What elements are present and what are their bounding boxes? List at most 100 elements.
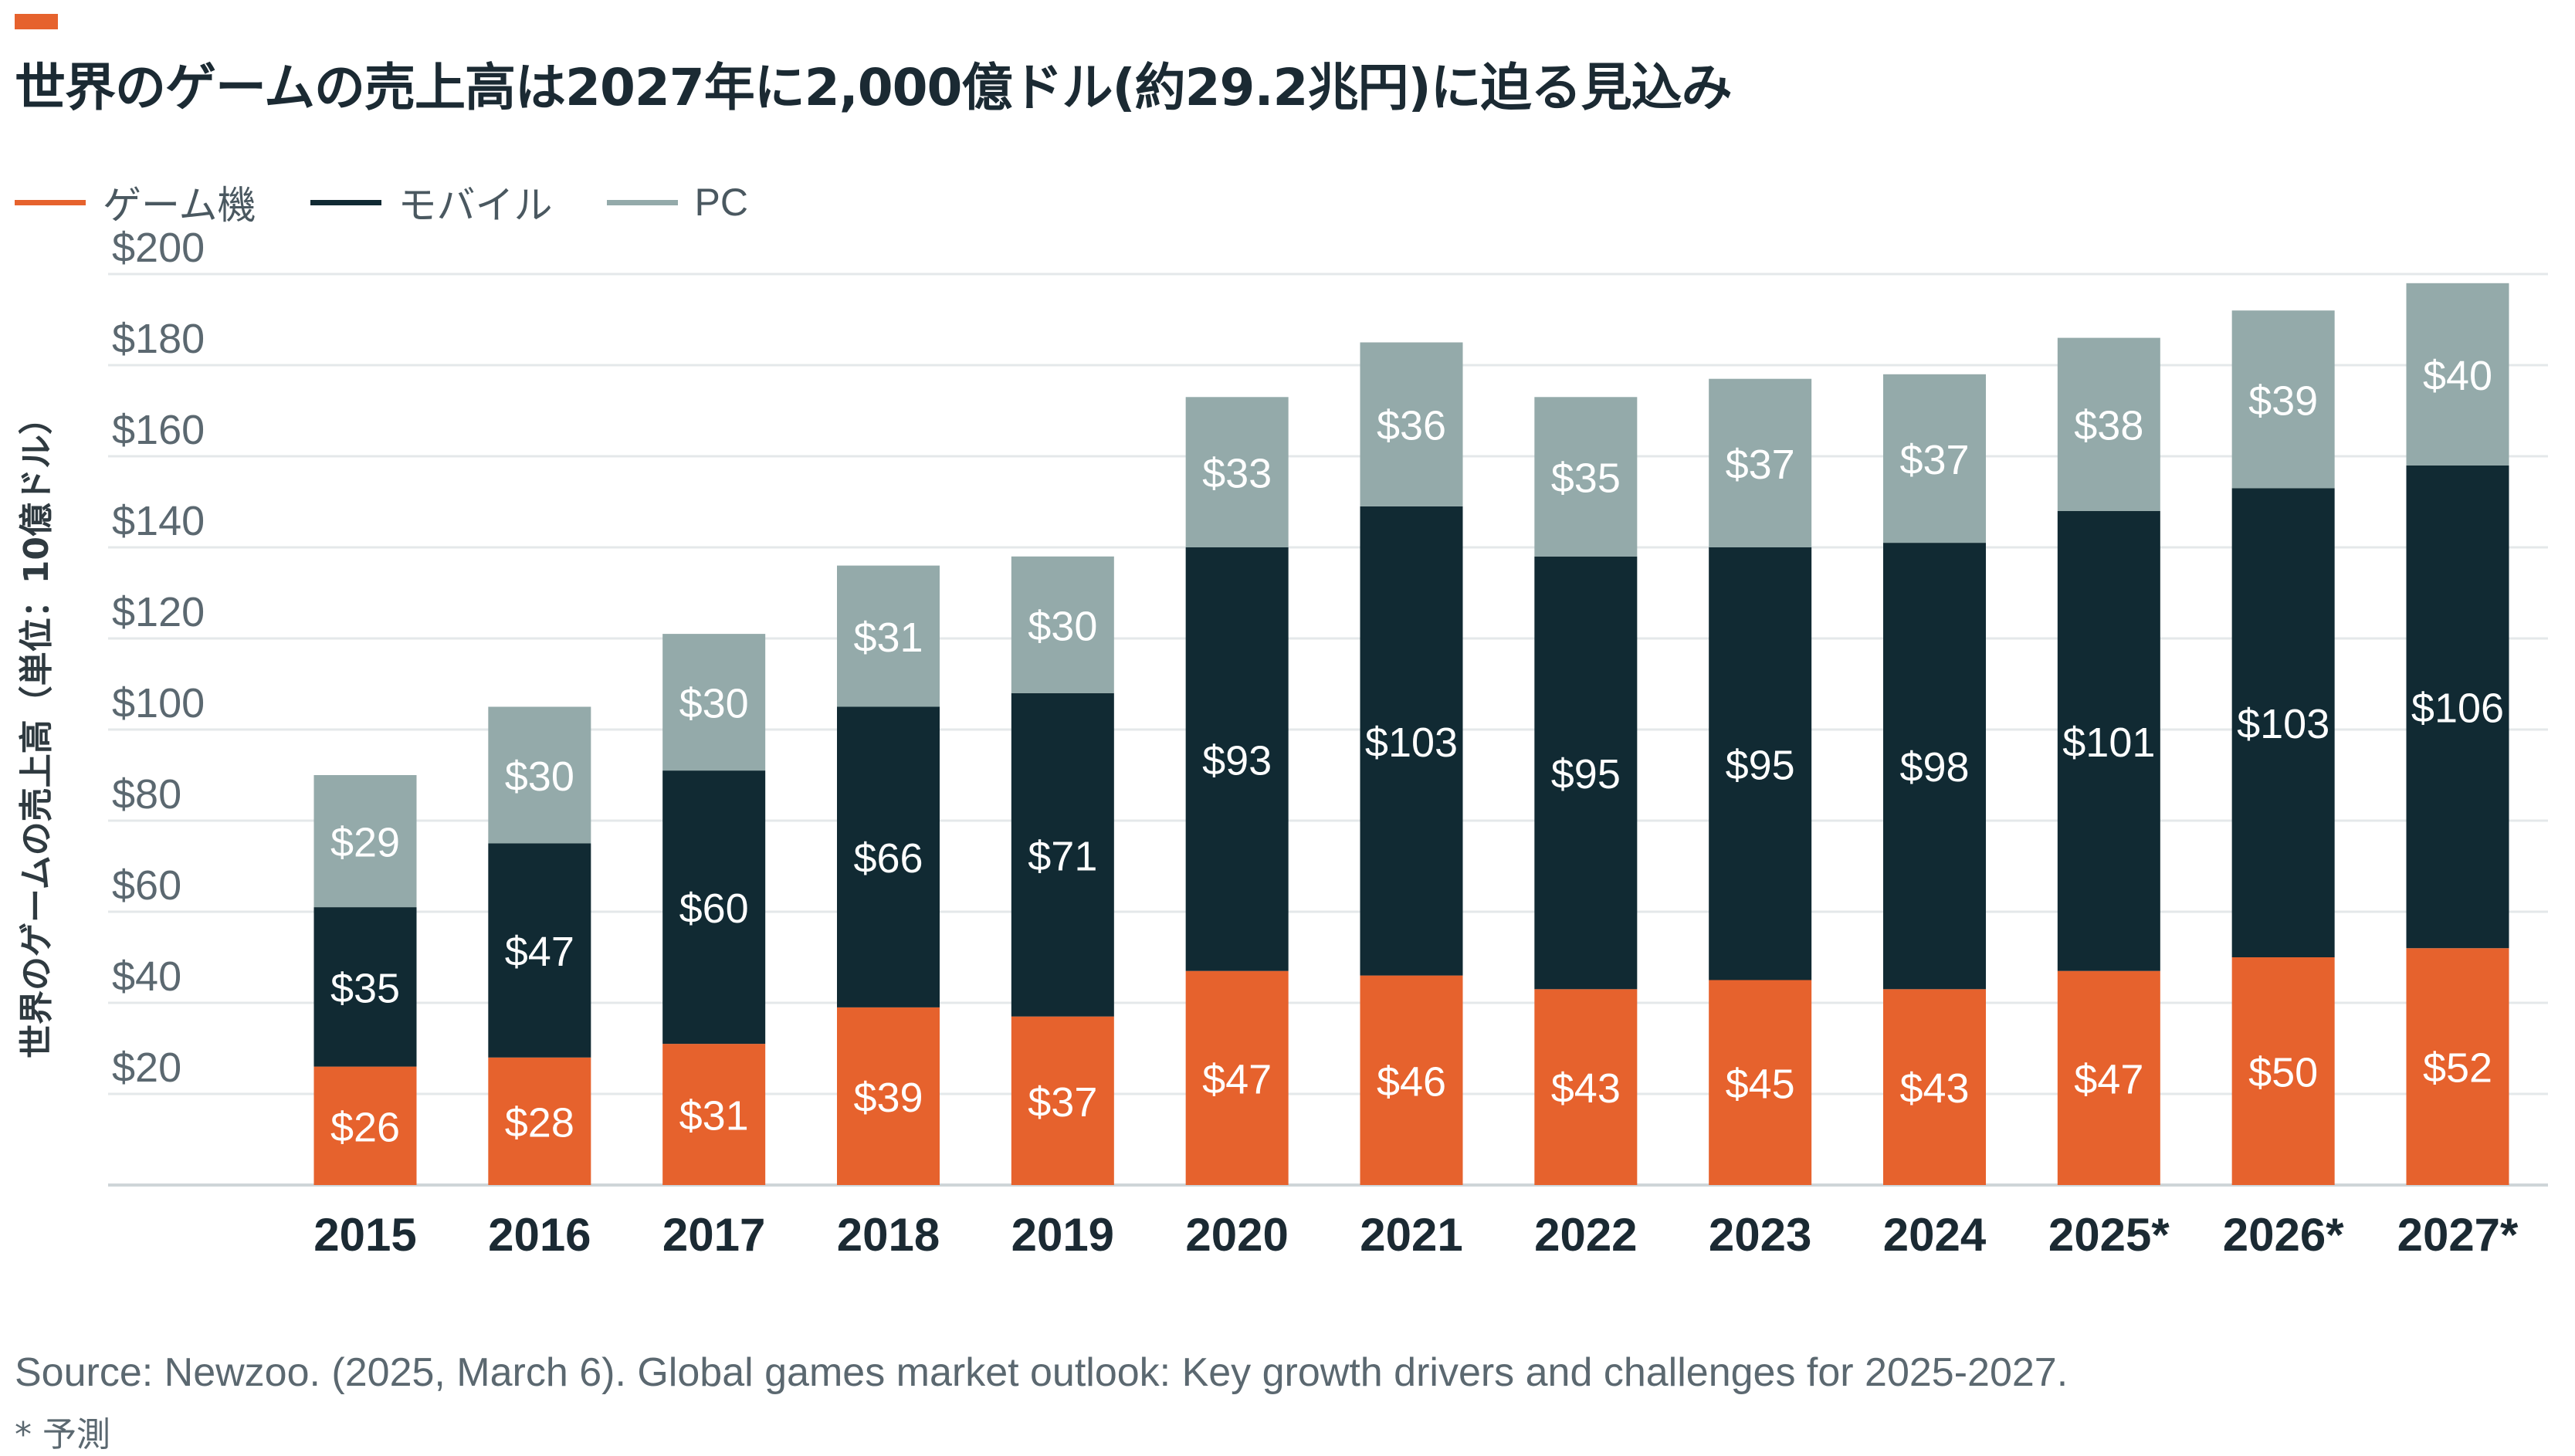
data-label: $43 bbox=[1551, 1065, 1621, 1112]
data-label: $37 bbox=[1726, 442, 1795, 488]
data-label: $28 bbox=[505, 1099, 574, 1146]
y-tick-label: $40 bbox=[112, 953, 181, 1000]
data-label: $35 bbox=[330, 965, 400, 1011]
legend-label-mobile: モバイル bbox=[398, 184, 553, 227]
bar-segment bbox=[2057, 970, 2160, 1185]
bar-segment bbox=[1709, 980, 1812, 1185]
x-tick-label: 2022 bbox=[1534, 1209, 1637, 1261]
x-tick-label: 2025* bbox=[2048, 1209, 2170, 1261]
data-label: $37 bbox=[1028, 1079, 1097, 1126]
data-label: $36 bbox=[1377, 403, 1446, 449]
bar-segment bbox=[1883, 374, 1986, 543]
legend-item-mobile: モバイル bbox=[310, 174, 553, 230]
bar-segment bbox=[1883, 543, 1986, 990]
x-tick-label: 2020 bbox=[1185, 1209, 1288, 1261]
bar-segment bbox=[1360, 975, 1463, 1185]
data-label: $60 bbox=[679, 885, 749, 932]
bar-segment bbox=[2406, 948, 2509, 1185]
bar-segment bbox=[1011, 556, 1114, 693]
bar-segment bbox=[1534, 397, 1638, 557]
data-label: $40 bbox=[2423, 353, 2492, 399]
data-label: $93 bbox=[1202, 737, 1272, 784]
y-tick-label: $160 bbox=[112, 407, 205, 453]
bar-segment bbox=[2231, 310, 2335, 489]
y-tick-label: $180 bbox=[112, 316, 205, 362]
bar-segment bbox=[1185, 970, 1289, 1185]
data-label: $106 bbox=[2411, 686, 2504, 732]
data-label: $103 bbox=[2237, 701, 2329, 747]
bar-segment bbox=[1360, 342, 1463, 506]
legend-label-pc: PC bbox=[694, 181, 748, 224]
chart-title: 世界のゲームの売上高は2027年に2,000億ドル(約29.2兆円)に迫る見込み bbox=[15, 58, 1733, 117]
bar-segment bbox=[2406, 283, 2509, 466]
x-tick-label: 2021 bbox=[1360, 1209, 1462, 1261]
legend-swatch-mobile bbox=[310, 199, 381, 205]
bar-segment bbox=[1709, 547, 1812, 980]
x-tick-label: 2015 bbox=[313, 1209, 416, 1261]
bar-segment bbox=[488, 706, 591, 844]
data-label: $37 bbox=[1899, 437, 1969, 483]
data-label: $30 bbox=[505, 753, 574, 800]
data-label: $31 bbox=[853, 615, 923, 661]
data-label: $39 bbox=[853, 1075, 923, 1121]
data-label: $95 bbox=[1726, 742, 1795, 788]
stacked-bar-chart: $20 $40 $60 $80 $100 $120 $140 $160 $180 $200 世界のゲ… bbox=[17, 225, 2548, 1261]
data-label: $71 bbox=[1028, 833, 1097, 879]
bar-segment bbox=[313, 775, 417, 908]
title-accent-bar bbox=[15, 14, 58, 29]
data-label: $50 bbox=[2248, 1050, 2318, 1096]
legend-item-pc: PC bbox=[606, 180, 748, 225]
x-tick-label: 2024 bbox=[1883, 1209, 1987, 1261]
x-tick-label: 2018 bbox=[837, 1209, 940, 1261]
x-tick-label: 2019 bbox=[1011, 1209, 1114, 1261]
bar-segment bbox=[2057, 510, 2160, 971]
y-tick-label: $60 bbox=[112, 862, 181, 909]
bar-segment bbox=[2057, 337, 2160, 511]
bar-segment bbox=[1534, 556, 1638, 990]
data-label: $103 bbox=[1365, 720, 1458, 766]
y-axis-label: 世界のゲームの売上高（単位：10億ドル） bbox=[17, 401, 56, 1058]
legend-label-console: ゲーム機 bbox=[103, 184, 256, 227]
y-tick-label: $120 bbox=[112, 589, 205, 635]
bar-segment bbox=[313, 907, 417, 1067]
data-label: $35 bbox=[1551, 455, 1621, 502]
bar-segment bbox=[488, 843, 591, 1058]
source-note: Source: Newzoo. (2025, March 6). Global … bbox=[15, 1350, 2068, 1395]
x-tick-label: 2026* bbox=[2223, 1209, 2344, 1261]
data-label: $39 bbox=[2248, 378, 2318, 424]
bar-segment bbox=[1883, 989, 1986, 1185]
data-label: $31 bbox=[679, 1093, 749, 1139]
legend-swatch-console bbox=[15, 199, 86, 205]
data-label: $38 bbox=[2074, 403, 2143, 449]
data-label: $26 bbox=[330, 1104, 400, 1150]
data-label: $66 bbox=[853, 835, 923, 882]
data-label: $47 bbox=[505, 929, 574, 975]
bar-segment bbox=[1185, 397, 1289, 547]
legend: ゲーム機 モバイル PC bbox=[15, 179, 802, 227]
data-label: $45 bbox=[1726, 1061, 1795, 1107]
legend-swatch-pc bbox=[606, 199, 678, 205]
bar-segment bbox=[1709, 378, 1812, 547]
bar-segment bbox=[1011, 692, 1114, 1017]
data-label: $33 bbox=[1202, 451, 1272, 497]
bar-segment bbox=[1360, 506, 1463, 976]
bar-segment bbox=[313, 1066, 417, 1185]
x-tick-label: 2027* bbox=[2397, 1209, 2519, 1261]
bar-segment bbox=[837, 706, 940, 1007]
data-label: $29 bbox=[330, 820, 400, 866]
bar-segment bbox=[1011, 1016, 1114, 1185]
bar-segment bbox=[1185, 547, 1289, 971]
bar-segment bbox=[662, 1044, 766, 1185]
data-label: $52 bbox=[2423, 1045, 2492, 1092]
data-label: $30 bbox=[1028, 603, 1097, 649]
data-label: $98 bbox=[1899, 744, 1969, 791]
bar-segment bbox=[837, 1007, 940, 1185]
y-tick-label: $20 bbox=[112, 1045, 181, 1091]
data-label: $95 bbox=[1551, 751, 1621, 797]
data-label: $30 bbox=[679, 681, 749, 727]
bar-segment bbox=[662, 770, 766, 1045]
bar-segment bbox=[662, 634, 766, 771]
y-tick-label: $140 bbox=[112, 498, 205, 544]
legend-item-console: ゲーム機 bbox=[15, 174, 256, 230]
bar-segment bbox=[2231, 488, 2335, 957]
